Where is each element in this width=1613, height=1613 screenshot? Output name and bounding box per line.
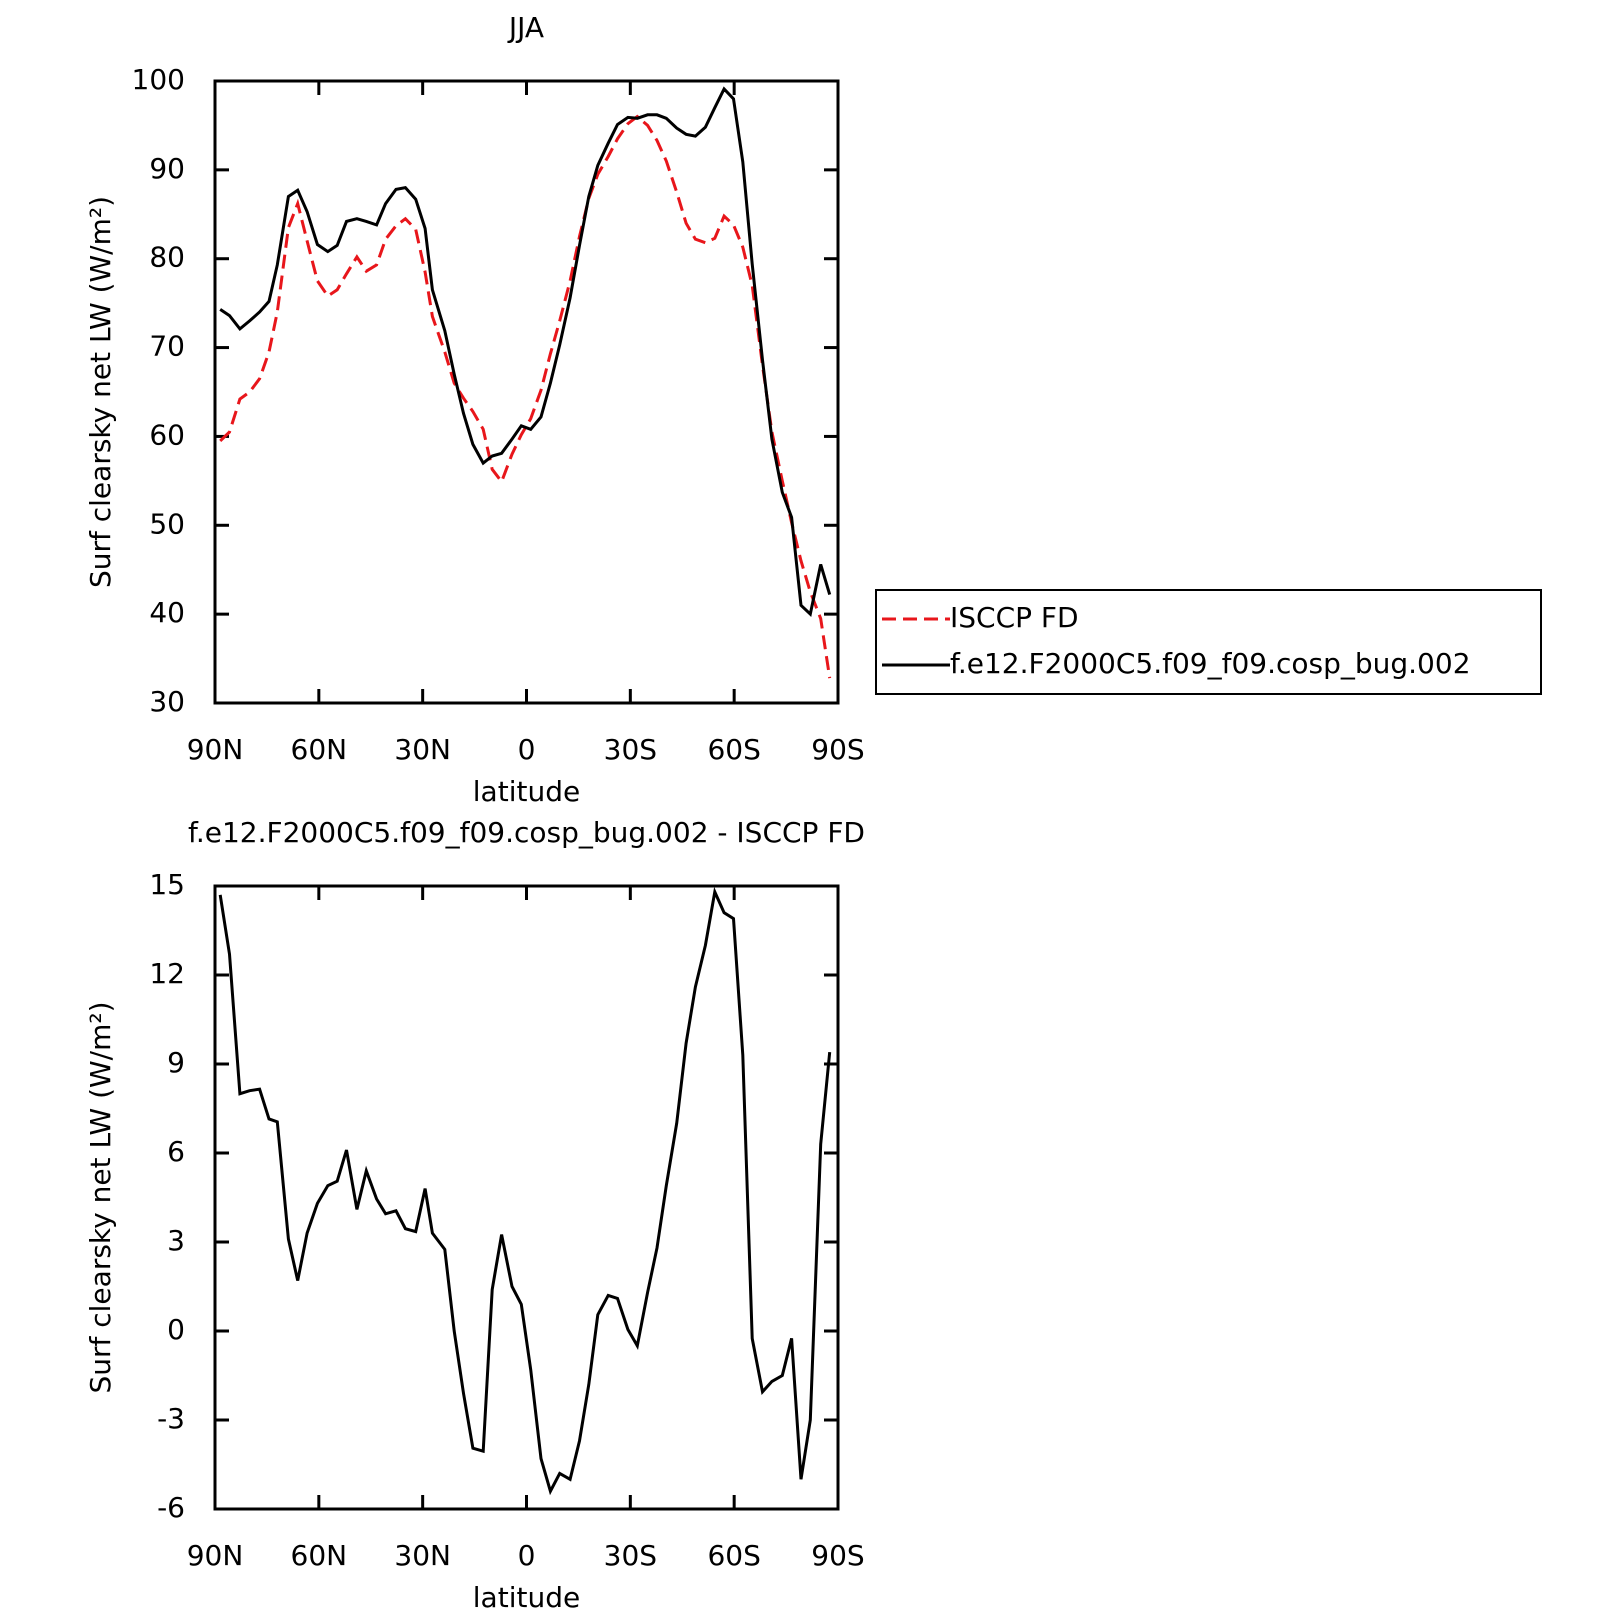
y-axis-label: Surf clearsky net LW (W/m²) <box>84 1001 117 1393</box>
x-tick-label: 60S <box>707 1539 760 1572</box>
x-tick-label: 90S <box>811 1539 864 1572</box>
x-tick-label: 90N <box>187 1539 244 1572</box>
x-tick-label: 30S <box>604 733 657 766</box>
y-tick-label: 60 <box>149 418 185 451</box>
x-tick-label: 60S <box>707 733 760 766</box>
y-tick-label: 3 <box>167 1224 185 1257</box>
x-tick-label: 90S <box>811 733 864 766</box>
legend-label: f.e12.F2000C5.f09_f09.cosp_bug.002 <box>950 647 1471 680</box>
y-axis-label: Surf clearsky net LW (W/m²) <box>84 196 117 588</box>
data-line <box>219 114 832 679</box>
y-tick-label: 50 <box>149 507 185 540</box>
y-tick-label: 100 <box>132 63 185 96</box>
y-tick-label: 9 <box>167 1046 185 1079</box>
y-tick-label: 80 <box>149 241 185 274</box>
y-tick-label: -3 <box>157 1402 185 1435</box>
y-tick-label: 6 <box>167 1135 185 1168</box>
y-tick-label: 90 <box>149 152 185 185</box>
plot-frame <box>213 884 840 1511</box>
x-tick-label: 30N <box>394 1539 451 1572</box>
y-tick-label: 15 <box>149 868 185 901</box>
y-tick-label: 40 <box>149 596 185 629</box>
data-line <box>218 886 832 1496</box>
legend-label: ISCCP FD <box>950 601 1079 634</box>
x-axis-label: latitude <box>473 1581 580 1613</box>
x-tick-label: 0 <box>518 1539 536 1572</box>
x-axis-label: latitude <box>473 775 580 808</box>
y-tick-label: 70 <box>149 330 185 363</box>
chart-title: JJA <box>507 11 544 44</box>
chart-title: f.e12.F2000C5.f09_f09.cosp_bug.002 - ISC… <box>188 816 865 849</box>
plot-frame <box>213 79 840 705</box>
x-tick-label: 90N <box>187 733 244 766</box>
y-tick-label: 0 <box>167 1313 185 1346</box>
x-tick-label: 30N <box>394 733 451 766</box>
y-tick-label: -6 <box>157 1491 185 1524</box>
x-tick-label: 30S <box>604 1539 657 1572</box>
y-tick-label: 12 <box>149 957 185 990</box>
legend-box <box>875 589 1542 695</box>
x-tick-label: 60N <box>291 733 348 766</box>
y-tick-label: 30 <box>149 685 185 718</box>
data-line <box>219 86 832 618</box>
x-tick-label: 0 <box>518 733 536 766</box>
x-tick-label: 60N <box>291 1539 348 1572</box>
